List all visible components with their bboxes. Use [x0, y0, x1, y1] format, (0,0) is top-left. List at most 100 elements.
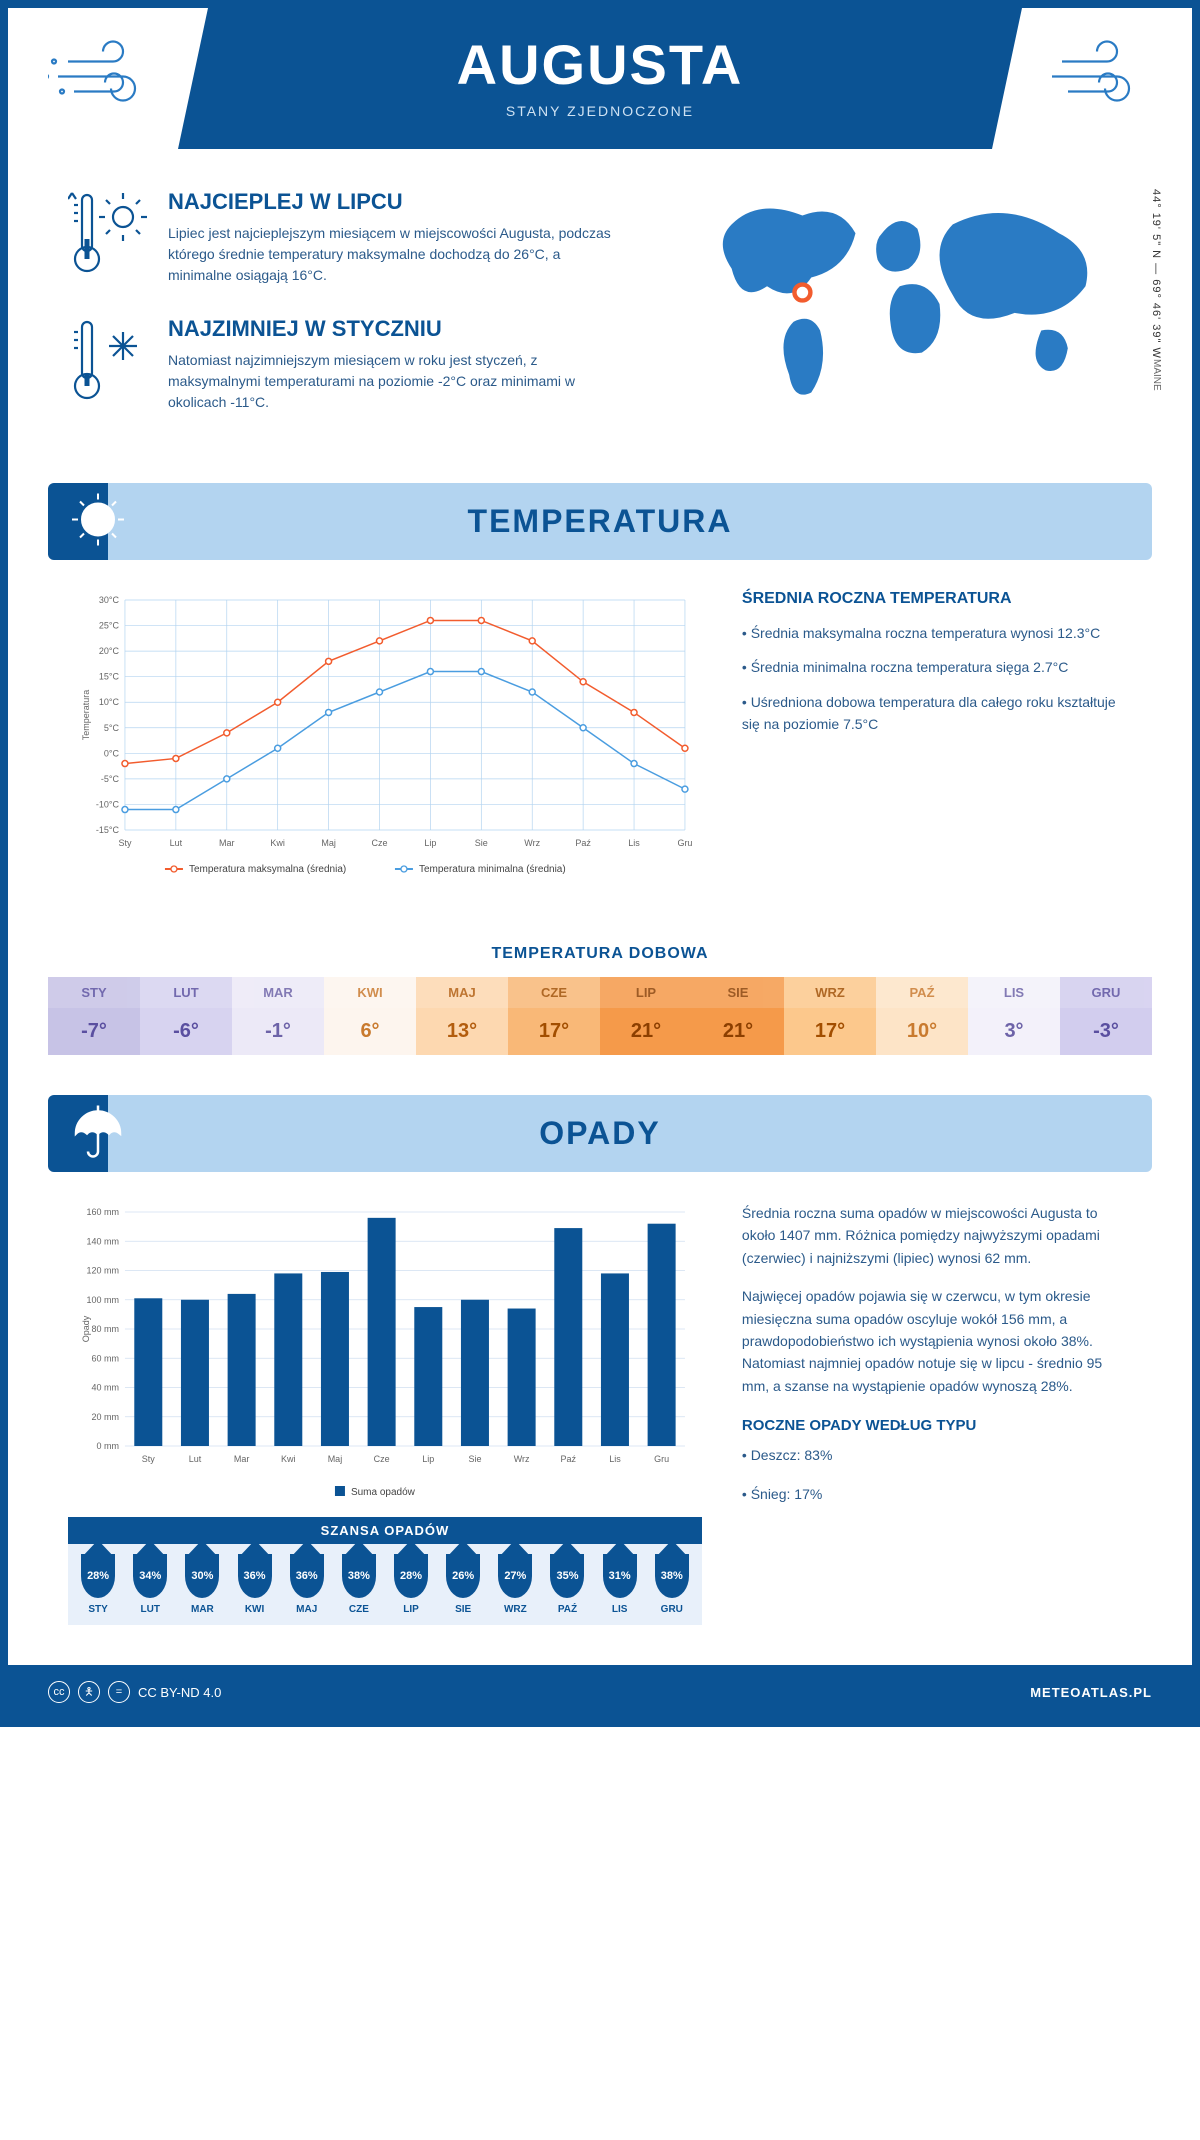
by-type-rain: • Deszcz: 83% [742, 1444, 1132, 1466]
temperature-chart: -15°C-10°C-5°C0°C5°C10°C15°C20°C25°C30°C… [68, 590, 702, 895]
chance-cell: 35%PAŹ [541, 1554, 593, 1615]
daily-temp-title: TEMPERATURA DOBOWA [8, 945, 1192, 963]
svg-text:Gru: Gru [677, 838, 692, 848]
svg-text:160 mm: 160 mm [86, 1207, 119, 1217]
raindrop-icon: 27% [498, 1554, 532, 1598]
svg-text:140 mm: 140 mm [86, 1236, 119, 1246]
footer: cc 🯅 = CC BY-ND 4.0 METEOATLAS.PL [8, 1665, 1192, 1719]
chance-cell: 34%LUT [124, 1554, 176, 1615]
svg-text:0°C: 0°C [104, 748, 120, 758]
svg-text:Maj: Maj [328, 1454, 343, 1464]
temperature-section-header: TEMPERATURA [48, 483, 1152, 560]
chance-cell: 36%MAJ [281, 1554, 333, 1615]
precip-left-column: 0 mm20 mm40 mm60 mm80 mm100 mm120 mm140 … [68, 1202, 702, 1645]
svg-text:120 mm: 120 mm [86, 1266, 119, 1276]
wind-icon [1042, 36, 1152, 121]
chance-cell: 28%LIP [385, 1554, 437, 1615]
chance-cell: 38%GRU [646, 1554, 698, 1615]
stats-bullet: • Średnia maksymalna roczna temperatura … [742, 622, 1132, 644]
svg-text:Sty: Sty [118, 838, 132, 848]
chance-cell: 27%WRZ [489, 1554, 541, 1615]
daily-temp-cell: KWI6° [324, 977, 416, 1055]
precip-chance-box: SZANSA OPADÓW 28%STY34%LUT30%MAR36%KWI36… [68, 1517, 702, 1625]
svg-text:Kwi: Kwi [281, 1454, 296, 1464]
raindrop-icon: 28% [81, 1554, 115, 1598]
coldest-text: Natomiast najzimniejszym miesiącem w rok… [168, 350, 627, 413]
svg-text:Cze: Cze [374, 1454, 390, 1464]
svg-text:20 mm: 20 mm [91, 1412, 119, 1422]
svg-text:-10°C: -10°C [96, 799, 120, 809]
precip-text-column: Średnia roczna suma opadów w miejscowośc… [742, 1202, 1132, 1645]
daily-temp-cell: GRU-3° [1060, 977, 1152, 1055]
svg-text:Cze: Cze [371, 838, 387, 848]
cc-icon: cc [48, 1681, 70, 1703]
umbrella-icon [68, 1101, 128, 1166]
svg-text:Mar: Mar [219, 838, 235, 848]
svg-text:20°C: 20°C [99, 646, 120, 656]
by-type-title: ROCZNE OPADY WEDŁUG TYPU [742, 1417, 1132, 1434]
chance-cell: 28%STY [72, 1554, 124, 1615]
svg-text:Temperatura minimalna (średnia: Temperatura minimalna (średnia) [419, 864, 566, 875]
svg-text:-15°C: -15°C [96, 825, 120, 835]
raindrop-icon: 38% [655, 1554, 689, 1598]
svg-text:30°C: 30°C [99, 595, 120, 605]
daily-temp-cell: MAJ13° [416, 977, 508, 1055]
svg-text:25°C: 25°C [99, 621, 120, 631]
raindrop-icon: 36% [290, 1554, 324, 1598]
precip-body: 0 mm20 mm40 mm60 mm80 mm100 mm120 mm140 … [8, 1202, 1192, 1665]
chance-cell: 36%KWI [228, 1554, 280, 1615]
daily-temp-row: STY-7°LUT-6°MAR-1°KWI6°MAJ13°CZE17°LIP21… [48, 977, 1152, 1055]
wind-icon [48, 36, 158, 121]
coldest-title: NAJZIMNIEJ W STYCZNIU [168, 316, 627, 342]
svg-text:Sie: Sie [468, 1454, 481, 1464]
precip-chart: 0 mm20 mm40 mm60 mm80 mm100 mm120 mm140 … [68, 1202, 702, 1502]
svg-text:Lip: Lip [422, 1454, 434, 1464]
svg-text:Kwi: Kwi [270, 838, 285, 848]
svg-text:Lis: Lis [609, 1454, 621, 1464]
svg-text:Gru: Gru [654, 1454, 669, 1464]
temperature-title: TEMPERATURA [48, 503, 1152, 540]
svg-text:Sty: Sty [142, 1454, 156, 1464]
svg-text:Lip: Lip [424, 838, 436, 848]
header: AUGUSTA STANY ZJEDNOCZONE [8, 8, 1192, 149]
raindrop-icon: 28% [394, 1554, 428, 1598]
infographic-frame: AUGUSTA STANY ZJEDNOCZONE NAJCIEPLEJ W L… [0, 0, 1200, 1727]
sun-icon [68, 489, 128, 554]
daily-temp-cell: MAR-1° [232, 977, 324, 1055]
daily-temp-cell: LUT-6° [140, 977, 232, 1055]
coldest-block: NAJZIMNIEJ W STYCZNIU Natomiast najzimni… [68, 316, 627, 413]
svg-text:Opady: Opady [81, 1315, 91, 1342]
svg-text:0 mm: 0 mm [96, 1441, 119, 1451]
temperature-body: -15°C-10°C-5°C0°C5°C10°C15°C20°C25°C30°C… [8, 590, 1192, 925]
warmest-block: NAJCIEPLEJ W LIPCU Lipiec jest najcieple… [68, 189, 627, 286]
chance-cell: 38%CZE [333, 1554, 385, 1615]
svg-text:Sie: Sie [475, 838, 488, 848]
intro-text-column: NAJCIEPLEJ W LIPCU Lipiec jest najcieple… [68, 189, 627, 443]
license: cc 🯅 = CC BY-ND 4.0 [48, 1681, 221, 1703]
precip-para: Najwięcej opadów pojawia się w czerwcu, … [742, 1285, 1132, 1397]
region-label: MAINE [1151, 359, 1162, 391]
chance-cell: 26%SIE [437, 1554, 489, 1615]
chance-cell: 30%MAR [176, 1554, 228, 1615]
svg-text:Maj: Maj [321, 838, 336, 848]
intro-section: NAJCIEPLEJ W LIPCU Lipiec jest najcieple… [8, 149, 1192, 463]
temperature-stats: ŚREDNIA ROCZNA TEMPERATURA • Średnia mak… [742, 590, 1132, 895]
site-name: METEOATLAS.PL [1030, 1685, 1152, 1700]
svg-text:80 mm: 80 mm [91, 1324, 119, 1334]
svg-text:Wrz: Wrz [524, 838, 540, 848]
svg-text:Paź: Paź [575, 838, 591, 848]
daily-temp-cell: STY-7° [48, 977, 140, 1055]
license-text: CC BY-ND 4.0 [138, 1685, 221, 1700]
svg-text:Suma opadów: Suma opadów [351, 1487, 416, 1498]
warmest-title: NAJCIEPLEJ W LIPCU [168, 189, 627, 215]
chance-cell: 31%LIS [594, 1554, 646, 1615]
warmest-text: Lipiec jest najcieplejszym miesiącem w m… [168, 223, 627, 286]
chance-row: 28%STY34%LUT30%MAR36%KWI36%MAJ38%CZE28%L… [68, 1544, 702, 1625]
svg-text:Lut: Lut [170, 838, 183, 848]
daily-temp-cell: CZE17° [508, 977, 600, 1055]
daily-temp-cell: LIP21° [600, 977, 692, 1055]
svg-text:-5°C: -5°C [101, 774, 120, 784]
raindrop-icon: 35% [550, 1554, 584, 1598]
daily-temp-cell: SIE21° [692, 977, 784, 1055]
precip-title: OPADY [48, 1115, 1152, 1152]
